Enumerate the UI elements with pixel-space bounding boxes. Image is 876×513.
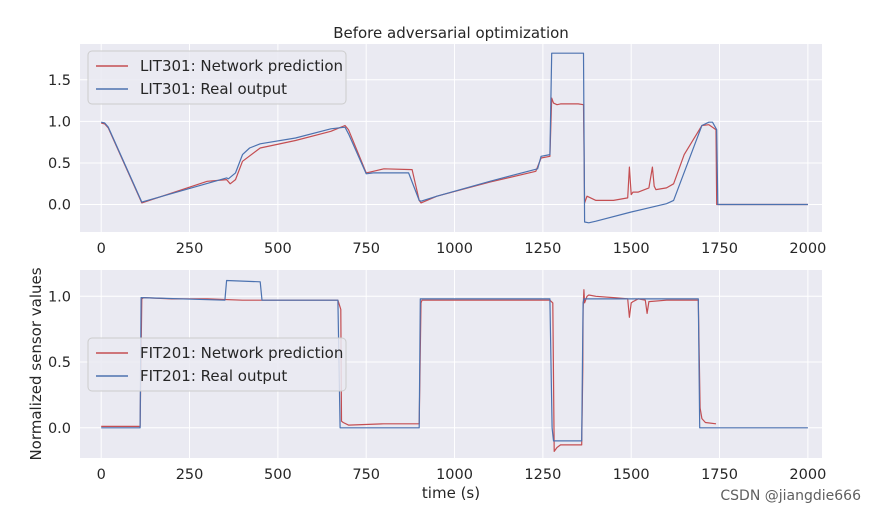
- y-tick-label: 0.0: [48, 198, 71, 214]
- series-line-prediction: [101, 97, 808, 206]
- series-line-real: [101, 279, 808, 442]
- x-tick-label: 1250: [524, 241, 561, 257]
- y-tick-label: 0.5: [48, 355, 71, 371]
- y-tick-label: 1.5: [48, 73, 71, 89]
- chart-top: 0 250 500 750 1000 1250 1500 1750 2000 0.0 0.5 1.0 1…: [48, 44, 826, 257]
- x-tick-label: 1000: [436, 467, 473, 483]
- legend-label: FIT201: Network prediction: [140, 344, 343, 362]
- y-tick-label: 1.0: [48, 114, 71, 130]
- x-tick-label: 1500: [613, 467, 650, 483]
- y-tick-label: 1.0: [48, 289, 71, 305]
- x-tick-label: 1750: [701, 467, 738, 483]
- chart-bottom: 0 250 500 750 1000 1250 1500 1750 2000 0.0 0.5 1.0 F…: [48, 270, 826, 483]
- legend: [87, 337, 347, 392]
- y-tick-label: 0.5: [48, 156, 71, 172]
- x-tick-label: 1750: [701, 241, 738, 257]
- y-axis-label: Normalized sensor values: [27, 267, 45, 460]
- x-tick-label: 2000: [789, 467, 826, 483]
- x-tick-label: 250: [176, 241, 204, 257]
- x-axis-label: time (s): [422, 484, 480, 502]
- chart-title: Before adversarial optimization: [333, 24, 569, 42]
- legend-label: LIT301: Real output: [140, 80, 287, 98]
- x-tick-label: 250: [176, 467, 204, 483]
- x-tick-label: 0: [97, 241, 106, 257]
- x-tick-label: 1250: [524, 467, 561, 483]
- legend: [87, 50, 347, 105]
- x-tick-label: 0: [97, 467, 106, 483]
- x-tick-label: 1500: [613, 241, 650, 257]
- x-tick-label: 500: [264, 241, 292, 257]
- series-line-real: [101, 52, 808, 224]
- x-tick-label: 750: [352, 467, 380, 483]
- watermark: CSDN @jiangdie666: [720, 488, 861, 504]
- x-tick-label: 500: [264, 467, 292, 483]
- legend-label: LIT301: Network prediction: [140, 57, 343, 75]
- legend-label: FIT201: Real output: [140, 367, 287, 385]
- x-tick-label: 750: [352, 241, 380, 257]
- x-tick-label: 1000: [436, 241, 473, 257]
- y-tick-label: 0.0: [48, 421, 71, 437]
- x-tick-label: 2000: [789, 241, 826, 257]
